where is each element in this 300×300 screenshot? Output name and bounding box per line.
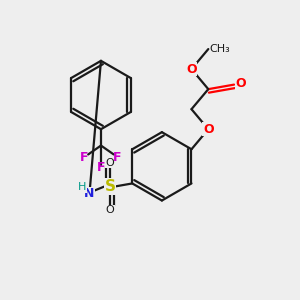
Text: O: O: [203, 123, 214, 136]
Text: O: O: [186, 63, 197, 76]
Text: F: F: [113, 151, 122, 164]
Text: N: N: [84, 187, 94, 200]
Text: O: O: [106, 205, 114, 215]
Text: O: O: [236, 77, 246, 90]
Text: F: F: [97, 161, 105, 174]
Text: F: F: [80, 151, 89, 164]
Text: CH₃: CH₃: [210, 44, 230, 54]
Text: S: S: [104, 179, 116, 194]
Text: H: H: [78, 182, 86, 192]
Text: O: O: [106, 158, 114, 168]
